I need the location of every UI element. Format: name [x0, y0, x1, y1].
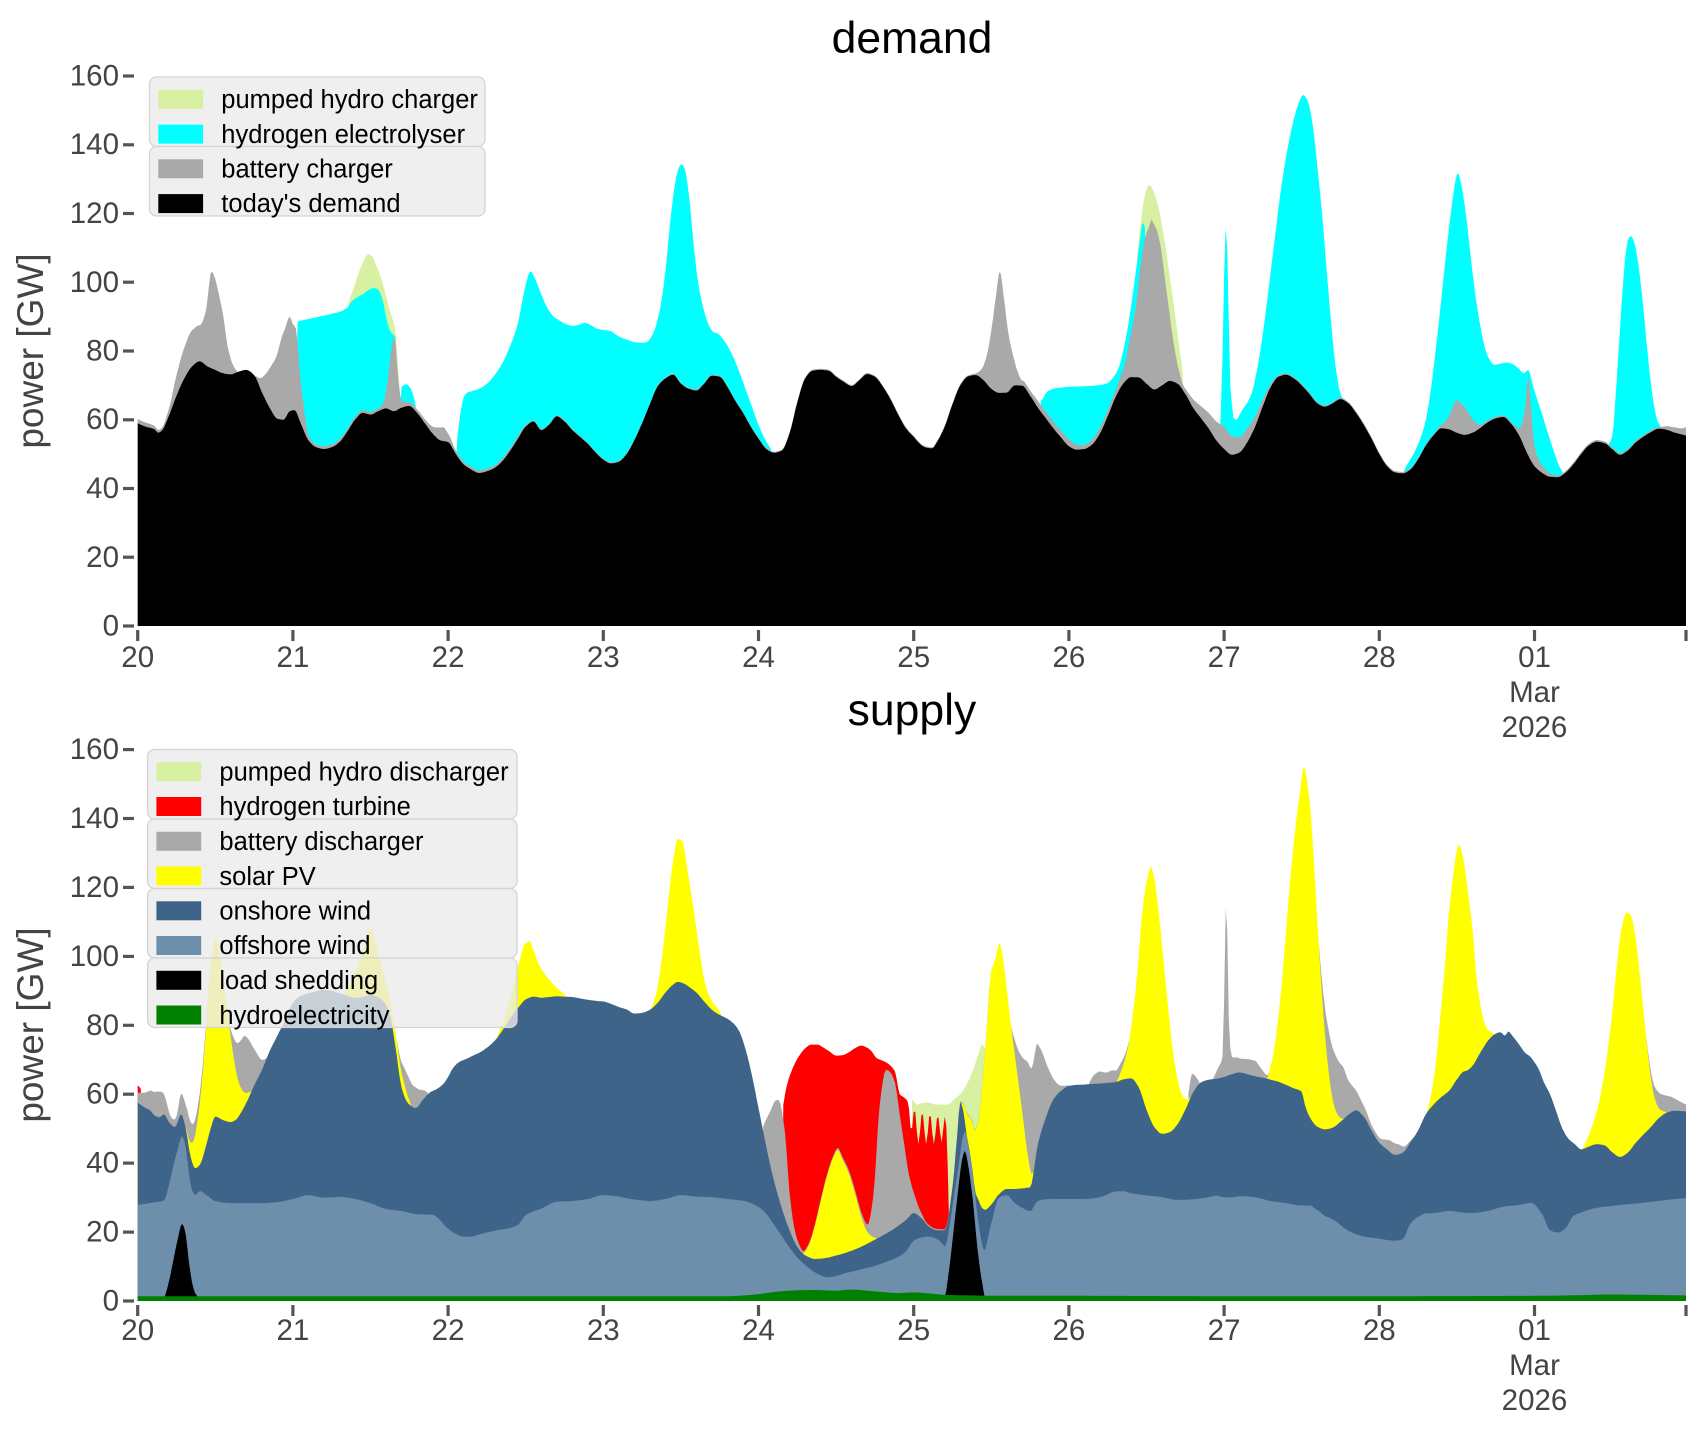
- svg-text:27: 27: [1208, 641, 1241, 674]
- svg-text:demand: demand: [832, 14, 993, 63]
- svg-text:01: 01: [1518, 641, 1551, 674]
- svg-text:01: 01: [1518, 1314, 1551, 1347]
- svg-text:today's demand: today's demand: [221, 190, 400, 218]
- svg-text:power [GW]: power [GW]: [10, 253, 51, 448]
- svg-text:25: 25: [897, 1314, 930, 1347]
- svg-text:load shedding: load shedding: [219, 967, 378, 995]
- svg-text:100: 100: [70, 266, 119, 299]
- svg-text:27: 27: [1208, 1314, 1241, 1347]
- svg-text:22: 22: [432, 1314, 465, 1347]
- svg-text:20: 20: [121, 641, 154, 674]
- svg-text:24: 24: [742, 1314, 775, 1347]
- svg-text:2026: 2026: [1502, 1384, 1568, 1417]
- svg-text:80: 80: [86, 1009, 119, 1042]
- svg-text:onshore wind: onshore wind: [219, 898, 371, 926]
- svg-text:40: 40: [86, 472, 119, 505]
- svg-text:24: 24: [742, 641, 775, 674]
- svg-text:offshore wind: offshore wind: [219, 932, 370, 960]
- svg-text:40: 40: [86, 1147, 119, 1180]
- svg-text:20: 20: [86, 1216, 119, 1249]
- svg-text:20: 20: [86, 541, 119, 574]
- svg-text:solar PV: solar PV: [219, 863, 315, 891]
- svg-text:battery charger: battery charger: [221, 156, 393, 184]
- svg-text:25: 25: [897, 641, 930, 674]
- svg-text:hydrogen electrolyser: hydrogen electrolyser: [221, 121, 465, 149]
- svg-text:Mar: Mar: [1509, 676, 1560, 709]
- svg-text:60: 60: [86, 1078, 119, 1111]
- svg-text:21: 21: [276, 1314, 309, 1347]
- svg-text:23: 23: [587, 641, 620, 674]
- svg-text:battery discharger: battery discharger: [219, 828, 424, 856]
- svg-text:140: 140: [70, 802, 119, 835]
- svg-text:21: 21: [276, 641, 309, 674]
- svg-text:140: 140: [70, 128, 119, 161]
- svg-text:28: 28: [1363, 641, 1396, 674]
- svg-text:20: 20: [121, 1314, 154, 1347]
- svg-text:120: 120: [70, 197, 119, 230]
- svg-text:120: 120: [70, 871, 119, 904]
- svg-text:100: 100: [70, 940, 119, 973]
- svg-text:hydrogen turbine: hydrogen turbine: [219, 793, 410, 821]
- svg-text:Mar: Mar: [1509, 1349, 1560, 1382]
- svg-text:pumped hydro discharger: pumped hydro discharger: [219, 759, 509, 787]
- svg-text:26: 26: [1052, 1314, 1085, 1347]
- svg-text:22: 22: [432, 641, 465, 674]
- svg-text:0: 0: [103, 610, 119, 643]
- svg-text:pumped hydro charger: pumped hydro charger: [221, 86, 478, 114]
- svg-text:26: 26: [1052, 641, 1085, 674]
- svg-text:28: 28: [1363, 1314, 1396, 1347]
- svg-text:2026: 2026: [1502, 711, 1568, 744]
- svg-text:160: 160: [70, 60, 119, 93]
- svg-text:60: 60: [86, 403, 119, 436]
- svg-text:23: 23: [587, 1314, 620, 1347]
- svg-text:160: 160: [70, 733, 119, 766]
- svg-text:80: 80: [86, 335, 119, 368]
- svg-text:supply: supply: [848, 686, 977, 735]
- svg-text:hydroelectricity: hydroelectricity: [219, 1002, 389, 1030]
- svg-text:power [GW]: power [GW]: [10, 927, 51, 1122]
- svg-text:0: 0: [103, 1285, 119, 1318]
